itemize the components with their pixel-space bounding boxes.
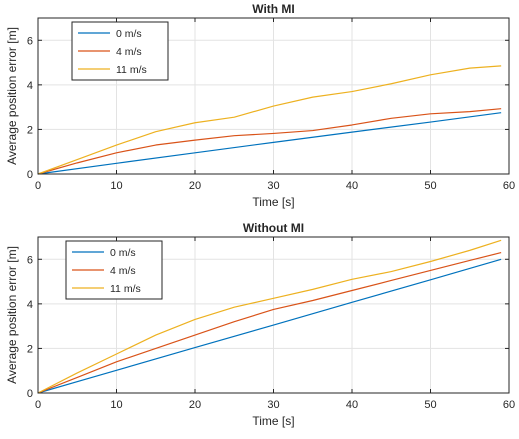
legend-label-3: 11 m/s <box>116 64 147 76</box>
y-axis-label: Average position error [m] <box>5 246 19 384</box>
x-axis-label: Time [s] <box>252 414 294 428</box>
series-line-3 <box>37 65 502 175</box>
series-line-2 <box>37 252 502 394</box>
x-tick-label: 10 <box>110 180 122 192</box>
x-tick-label: 10 <box>110 399 122 411</box>
series-line-1 <box>37 112 502 175</box>
x-tick-label: 20 <box>189 180 201 192</box>
legend: 0 m/s 4 m/s 11 m/s <box>65 240 163 300</box>
y-axis-label: Average position error [m] <box>5 27 19 165</box>
x-tick-label: 30 <box>267 399 279 411</box>
x-tick-label: 40 <box>346 399 358 411</box>
x-tick-label: 0 <box>35 180 41 192</box>
legend-box <box>65 240 163 300</box>
x-tick-label: 0 <box>35 399 41 411</box>
y-tick-label: 0 <box>27 388 33 400</box>
series-line-1 <box>37 258 502 394</box>
legend: 0 m/s 4 m/s 11 m/s <box>71 21 169 81</box>
x-tick-label: 30 <box>267 180 279 192</box>
x-tick-label: 50 <box>424 399 436 411</box>
y-tick-label: 6 <box>27 35 33 47</box>
legend-label-2: 4 m/s <box>110 265 136 277</box>
legend-label-2: 4 m/s <box>116 46 142 58</box>
y-tick-label: 2 <box>27 343 33 355</box>
chart-title: Without MI <box>243 221 304 235</box>
x-axis-label: Time [s] <box>252 195 294 209</box>
chart-title: With MI <box>252 2 295 16</box>
series-line-3 <box>37 239 502 394</box>
y-tick-label: 4 <box>27 80 33 92</box>
x-tick-label: 60 <box>503 399 515 411</box>
series-line-2 <box>37 108 502 175</box>
legend-label-1: 0 m/s <box>110 247 136 259</box>
x-tick-label: 60 <box>503 180 515 192</box>
y-tick-label: 4 <box>27 299 33 311</box>
legend-label-3: 11 m/s <box>110 283 141 295</box>
y-tick-label: 6 <box>27 254 33 266</box>
y-tick-label: 2 <box>27 124 33 136</box>
y-tick-label: 0 <box>27 169 33 181</box>
chart-panel-1: 0 10 20 30 40 50 60 0 2 4 6 With MI Time [s] Average … <box>5 2 515 209</box>
legend-label-1: 0 m/s <box>116 28 142 40</box>
chart-panel-2: 0 10 20 30 40 50 60 0 2 4 6 Without MI Time [s] Avera… <box>5 221 515 428</box>
x-tick-label: 50 <box>424 180 436 192</box>
x-tick-label: 20 <box>189 399 201 411</box>
x-tick-label: 40 <box>346 180 358 192</box>
